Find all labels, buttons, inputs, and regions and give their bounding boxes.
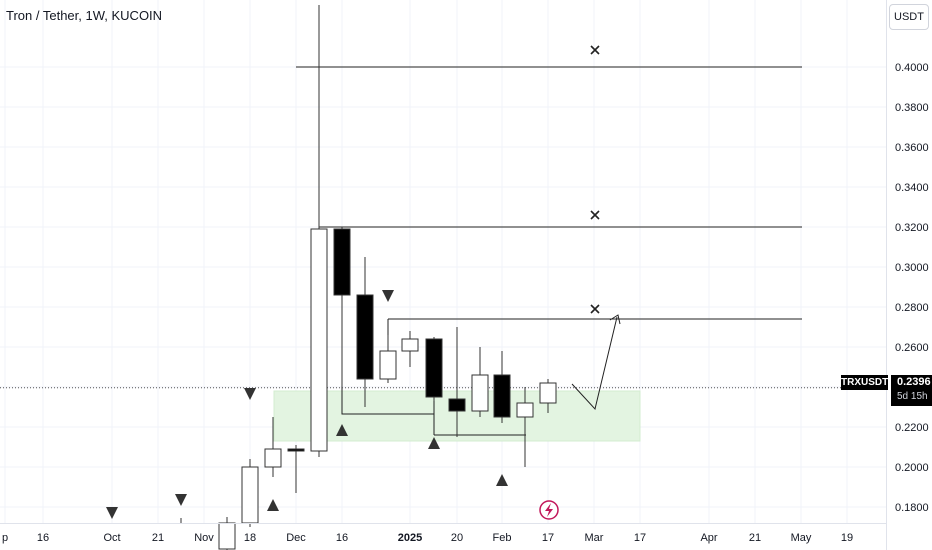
x-tick-label: 17	[634, 532, 646, 544]
x-tick-label: Oct	[103, 532, 120, 544]
y-tick-label: 0.3400	[895, 182, 929, 194]
projection-path	[571, 316, 618, 411]
up-arrow-icon	[267, 499, 279, 511]
x-tick-label: p	[2, 532, 8, 544]
y-tick-label: 0.1800	[895, 502, 929, 514]
down-arrow-icon	[382, 290, 394, 302]
candle-bear	[448, 398, 466, 412]
candle-bear	[333, 228, 351, 296]
drawing-lines	[296, 66, 802, 436]
down-arrow-icon	[106, 507, 118, 519]
x-tick-label: Apr	[700, 532, 717, 544]
chart-title: Tron / Tether, 1W, KUCOIN	[6, 8, 163, 23]
currency-button[interactable]: USDT	[889, 4, 929, 30]
y-tick-label: 0.3600	[895, 142, 929, 154]
y-tick-label: 0.2800	[895, 302, 929, 314]
candle-bear	[493, 374, 511, 418]
candle-bear	[356, 294, 374, 380]
target-x-icon	[590, 304, 600, 314]
tradingview-logo-icon[interactable]	[539, 500, 559, 520]
symbol-price-tag: TRXUSDT	[841, 375, 889, 390]
markers	[106, 45, 600, 519]
x-tick-label: Dec	[286, 532, 306, 544]
candle-bull	[471, 374, 489, 412]
y-tick-label: 0.2600	[895, 342, 929, 354]
up-arrow-icon	[428, 437, 440, 449]
up-arrow-icon	[496, 474, 508, 486]
y-tick-label: 0.3800	[895, 102, 929, 114]
projection-arrowhead	[609, 314, 621, 325]
x-tick-label: 21	[749, 532, 761, 544]
bar-countdown: 5d 15h	[897, 391, 928, 402]
x-tick-label: 2025	[398, 532, 422, 544]
down-arrow-icon	[244, 388, 256, 400]
x-tick-label: 19	[841, 532, 853, 544]
x-tick-label: 18	[244, 532, 256, 544]
y-tick-label: 0.3000	[895, 262, 929, 274]
y-tick-label: 0.2200	[895, 422, 929, 434]
candle-bull	[516, 402, 534, 418]
candle-bull	[264, 448, 282, 468]
candle-bull	[218, 522, 236, 550]
y-tick-label: 0.3200	[895, 222, 929, 234]
x-tick-label: Nov	[194, 532, 214, 544]
last-price: 0.2396	[897, 376, 931, 388]
x-tick-label: 16	[336, 532, 348, 544]
x-tick-label: May	[791, 532, 812, 544]
candle-bear	[287, 448, 305, 452]
candle-bull	[379, 350, 397, 380]
down-arrow-icon	[175, 494, 187, 506]
x-tick-label: 20	[451, 532, 463, 544]
candle-bear	[425, 338, 443, 398]
x-tick-label: 21	[152, 532, 164, 544]
candles	[180, 5, 557, 550]
y-tick-label: 0.4000	[895, 62, 929, 74]
target-x-icon	[590, 210, 600, 220]
y-tick-label: 0.2000	[895, 462, 929, 474]
connector-line	[341, 386, 434, 415]
up-arrow-icon	[336, 424, 348, 436]
candle-bull	[401, 338, 419, 352]
candle-bull	[241, 466, 259, 524]
candle-bull	[310, 228, 328, 452]
x-tick-label: 16	[37, 532, 49, 544]
x-tick-label: 17	[542, 532, 554, 544]
last-price-box: 0.2396 5d 15h	[891, 375, 932, 406]
target-x-icon	[590, 45, 600, 55]
candle-bull	[539, 382, 557, 404]
time-axis[interactable]: p 16 Oct 21 Nov 18 Dec 16 2025 20 Feb 17 Mar 17 Apr 21 M…	[2, 532, 853, 544]
x-tick-label: Feb	[493, 532, 512, 544]
x-tick-label: Mar	[585, 532, 604, 544]
